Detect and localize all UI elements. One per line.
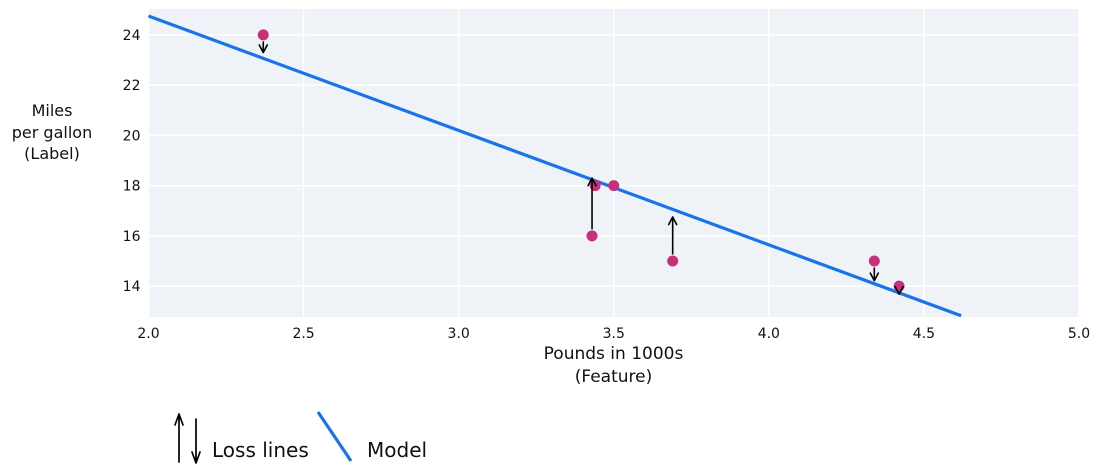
y-tick-label: 16 (123, 229, 141, 245)
y-tick-label: 22 (123, 78, 141, 94)
chart-canvas: 2.0 2.5 3.0 3.5 4.0 4.5 5.0 14 16 18 20 22 24 (123, 9, 1090, 342)
y-tick-label: 24 (123, 28, 141, 44)
x-axis-label: Pounds in 1000s (Feature) (543, 344, 684, 387)
x-tick-label: 3.5 (603, 326, 625, 342)
loss-arrow-head (869, 272, 880, 282)
up-arrow-icon (174, 413, 184, 463)
x-tick-label: 4.0 (758, 326, 780, 342)
loss-lines-icon (174, 413, 201, 464)
y-tick-label: 20 (123, 128, 141, 144)
y-tick-label: 18 (123, 179, 141, 195)
y-tick-label: 14 (123, 279, 141, 295)
model-line (147, 14, 962, 318)
loss-arrow-head (667, 216, 678, 226)
loss-arrow-head (258, 44, 269, 54)
x-tick-label: 4.5 (913, 326, 935, 342)
loss-arrow-head (587, 177, 597, 187)
x-tick-label: 3.0 (448, 326, 470, 342)
model-line-swatch (316, 411, 353, 462)
legend-model-label: Model (367, 438, 428, 462)
x-tick-label: 2.5 (292, 326, 314, 342)
data-point (667, 255, 679, 267)
data-point (586, 230, 598, 242)
x-tick-label: 5.0 (1068, 326, 1090, 342)
x-tick-label: 2.0 (137, 326, 159, 342)
down-arrow-icon (191, 418, 201, 464)
data-point (608, 180, 620, 192)
y-axis-label: Miles per gallon (Label) (11, 101, 93, 163)
legend-loss-label: Loss lines (212, 438, 309, 462)
data-point (257, 29, 269, 41)
model-line-icon (316, 411, 353, 462)
loss-arrow-head (894, 285, 904, 295)
data-point (868, 255, 880, 267)
